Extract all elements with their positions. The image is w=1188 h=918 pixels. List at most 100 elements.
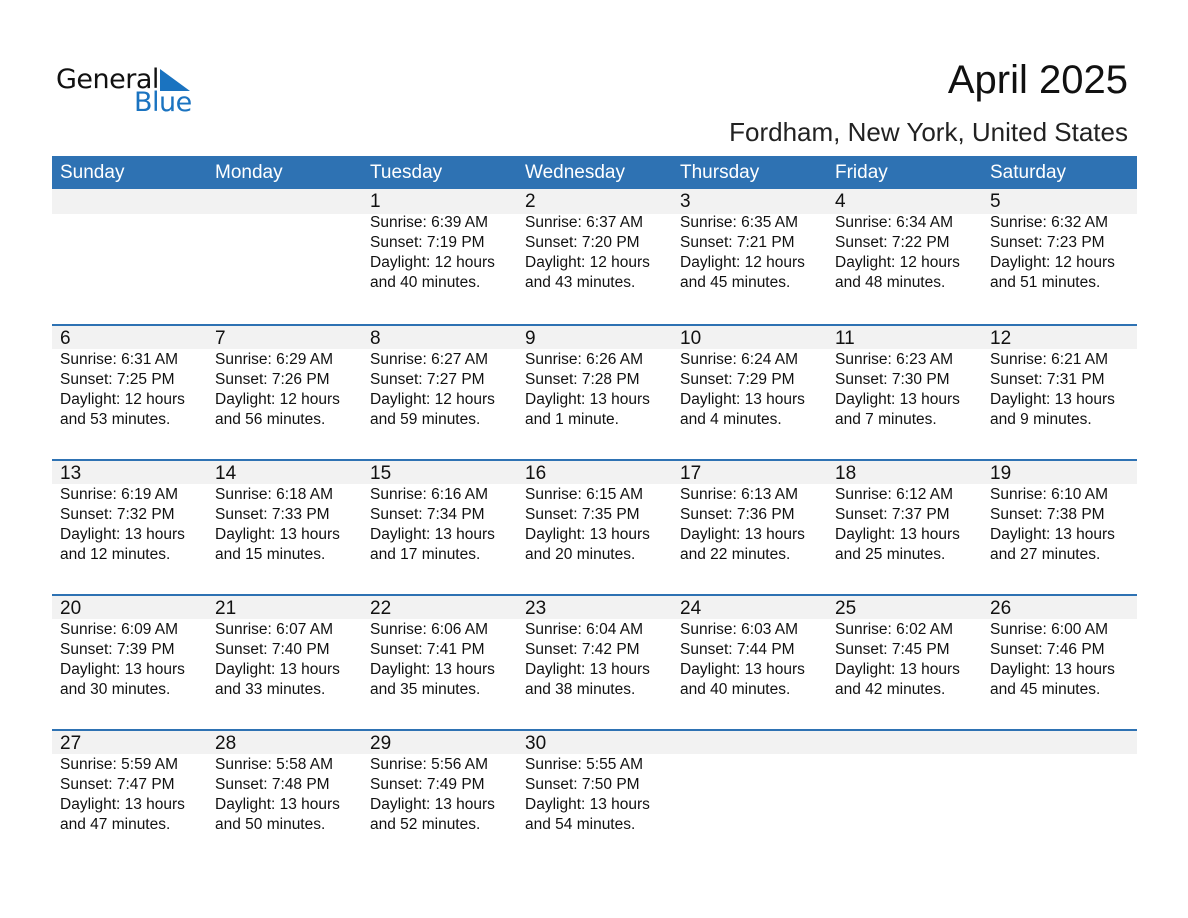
day-cell: 4 Sunrise: 6:34 AM Sunset: 7:22 PM Daylight… [827, 189, 982, 324]
day-cell: 16 Sunrise: 6:15 AM Sunset: 7:35 PM Dayligh… [517, 461, 672, 596]
sunrise-text: Sunrise: 6:16 AM [370, 486, 489, 503]
sunset-text: Sunset: 7:35 PM [525, 506, 640, 523]
daylight-text: Daylight: 13 hours [990, 526, 1115, 543]
daylight-minutes-text: and 54 minutes. [525, 816, 636, 833]
daylight-minutes-text: and 53 minutes. [60, 411, 171, 428]
sunrise-text: Sunrise: 6:23 AM [835, 351, 954, 368]
date-band [52, 461, 1137, 484]
day-number: 12 [990, 328, 1012, 349]
sunset-text: Sunset: 7:31 PM [990, 371, 1105, 388]
daylight-text: Daylight: 13 hours [215, 526, 340, 543]
day-number: 18 [835, 463, 857, 484]
daylight-text: Daylight: 13 hours [680, 661, 805, 678]
daylight-text: Daylight: 13 hours [370, 526, 495, 543]
daylight-text: Daylight: 13 hours [990, 661, 1115, 678]
daylight-minutes-text: and 47 minutes. [60, 816, 171, 833]
date-band [52, 731, 1137, 754]
sunrise-text: Sunrise: 6:27 AM [370, 351, 489, 368]
day-number: 30 [525, 733, 547, 754]
sunrise-text: Sunrise: 6:19 AM [60, 486, 179, 503]
day-number: 23 [525, 598, 547, 619]
daylight-text: Daylight: 13 hours [835, 661, 960, 678]
day-number: 9 [525, 328, 536, 349]
day-number: 16 [525, 463, 547, 484]
sunrise-text: Sunrise: 5:58 AM [215, 756, 334, 773]
sunrise-text: Sunrise: 6:39 AM [370, 214, 489, 231]
sunrise-text: Sunrise: 6:10 AM [990, 486, 1109, 503]
day-number: 6 [60, 328, 71, 349]
daylight-minutes-text: and 35 minutes. [370, 681, 481, 698]
sunset-text: Sunset: 7:25 PM [60, 371, 175, 388]
daylight-text: Daylight: 13 hours [680, 526, 805, 543]
sunset-text: Sunset: 7:30 PM [835, 371, 950, 388]
date-band [52, 596, 1137, 619]
day-number: 15 [370, 463, 392, 484]
daylight-minutes-text: and 40 minutes. [680, 681, 791, 698]
daylight-minutes-text: and 9 minutes. [990, 411, 1092, 428]
weekday-wednesday: Wednesday [525, 162, 625, 183]
daylight-minutes-text: and 52 minutes. [370, 816, 481, 833]
weekday-sunday: Sunday [60, 162, 125, 183]
daylight-text: Daylight: 13 hours [215, 661, 340, 678]
sunrise-text: Sunrise: 6:09 AM [60, 621, 179, 638]
sunrise-text: Sunrise: 6:13 AM [680, 486, 799, 503]
daylight-text: Daylight: 13 hours [370, 796, 495, 813]
day-cell: 15 Sunrise: 6:16 AM Sunset: 7:34 PM Dayligh… [362, 461, 517, 596]
day-number: 1 [370, 191, 381, 212]
sunrise-text: Sunrise: 6:03 AM [680, 621, 799, 638]
location-subtitle: Fordham, New York, United States [729, 117, 1128, 147]
sunrise-text: Sunrise: 6:06 AM [370, 621, 489, 638]
day-cell: 10 Sunrise: 6:24 AM Sunset: 7:29 PM Dayligh… [672, 326, 827, 461]
day-cell: 29 Sunrise: 5:56 AM Sunset: 7:49 PM Dayligh… [362, 731, 517, 866]
calendar-grid: Sunday Monday Tuesday Wednesday Thursday… [52, 156, 1137, 864]
sunset-text: Sunset: 7:20 PM [525, 234, 640, 251]
daylight-text: Daylight: 12 hours [835, 254, 960, 271]
day-cell: 17 Sunrise: 6:13 AM Sunset: 7:36 PM Dayligh… [672, 461, 827, 596]
daylight-minutes-text: and 25 minutes. [835, 546, 946, 563]
daylight-minutes-text: and 30 minutes. [60, 681, 171, 698]
weekday-monday: Monday [215, 162, 283, 183]
daylight-minutes-text: and 20 minutes. [525, 546, 636, 563]
day-cell: 5 Sunrise: 6:32 AM Sunset: 7:23 PM Daylight… [982, 189, 1137, 324]
sunset-text: Sunset: 7:28 PM [525, 371, 640, 388]
day-number: 7 [215, 328, 226, 349]
sunset-text: Sunset: 7:38 PM [990, 506, 1105, 523]
daylight-minutes-text: and 50 minutes. [215, 816, 326, 833]
daylight-text: Daylight: 13 hours [990, 391, 1115, 408]
sunset-text: Sunset: 7:19 PM [370, 234, 485, 251]
sunset-text: Sunset: 7:26 PM [215, 371, 330, 388]
daylight-text: Daylight: 13 hours [60, 661, 185, 678]
sunset-text: Sunset: 7:32 PM [60, 506, 175, 523]
sunrise-text: Sunrise: 6:21 AM [990, 351, 1109, 368]
daylight-minutes-text: and 43 minutes. [525, 274, 636, 291]
sunset-text: Sunset: 7:46 PM [990, 641, 1105, 658]
daylight-text: Daylight: 13 hours [525, 796, 650, 813]
daylight-text: Daylight: 13 hours [835, 391, 960, 408]
sunrise-text: Sunrise: 6:32 AM [990, 214, 1109, 231]
daylight-minutes-text: and 40 minutes. [370, 274, 481, 291]
sunrise-text: Sunrise: 5:56 AM [370, 756, 489, 773]
day-cell: 9 Sunrise: 6:26 AM Sunset: 7:28 PM Daylight… [517, 326, 672, 461]
daylight-minutes-text: and 45 minutes. [990, 681, 1101, 698]
sunrise-text: Sunrise: 6:34 AM [835, 214, 954, 231]
day-cell: 3 Sunrise: 6:35 AM Sunset: 7:21 PM Daylight… [672, 189, 827, 324]
daylight-text: Daylight: 13 hours [835, 526, 960, 543]
sunrise-text: Sunrise: 6:24 AM [680, 351, 799, 368]
weekday-header: Sunday Monday Tuesday Wednesday Thursday… [52, 156, 1137, 189]
sunset-text: Sunset: 7:47 PM [60, 776, 175, 793]
day-cell: 8 Sunrise: 6:27 AM Sunset: 7:27 PM Daylight… [362, 326, 517, 461]
daylight-minutes-text: and 48 minutes. [835, 274, 946, 291]
sunset-text: Sunset: 7:44 PM [680, 641, 795, 658]
sunrise-text: Sunrise: 5:55 AM [525, 756, 644, 773]
day-cell: 23 Sunrise: 6:04 AM Sunset: 7:42 PM Dayligh… [517, 596, 672, 731]
sunset-text: Sunset: 7:45 PM [835, 641, 950, 658]
daylight-text: Daylight: 13 hours [60, 796, 185, 813]
page-title: April 2025 [947, 58, 1128, 102]
daylight-text: Daylight: 12 hours [60, 391, 185, 408]
daylight-text: Daylight: 12 hours [680, 254, 805, 271]
sunset-text: Sunset: 7:33 PM [215, 506, 330, 523]
day-number: 25 [835, 598, 857, 619]
daylight-minutes-text: and 42 minutes. [835, 681, 946, 698]
day-cell: 26 Sunrise: 6:00 AM Sunset: 7:46 PM Dayligh… [982, 596, 1137, 731]
